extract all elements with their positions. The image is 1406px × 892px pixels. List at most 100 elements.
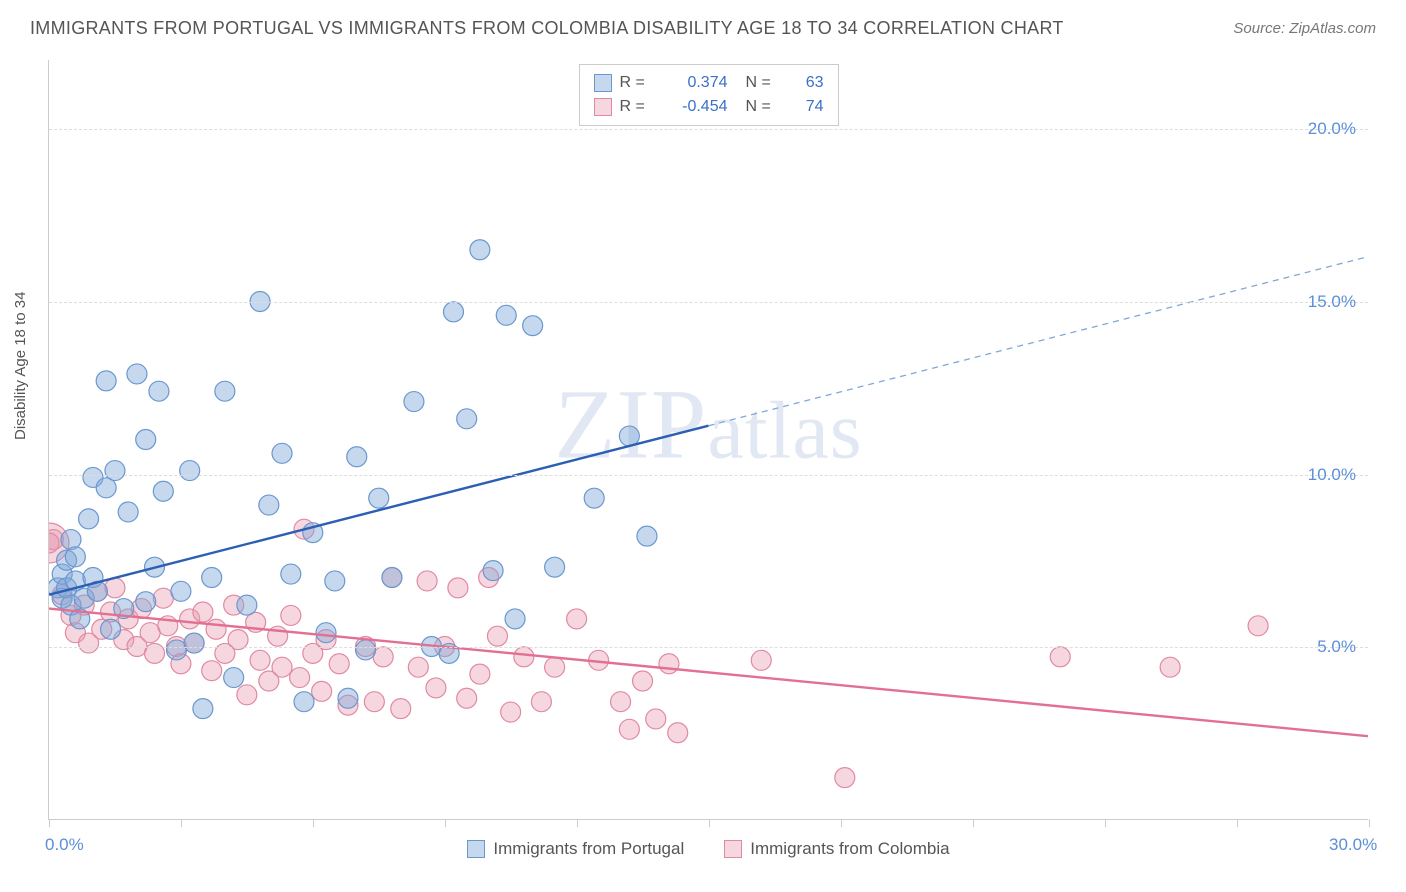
scatter-point — [611, 692, 631, 712]
scatter-point — [171, 581, 191, 601]
scatter-point — [105, 461, 125, 481]
scatter-point — [79, 509, 99, 529]
legend-series-item: Immigrants from Colombia — [724, 839, 949, 859]
x-tick — [181, 819, 182, 827]
scatter-point — [523, 316, 543, 336]
scatter-point — [167, 640, 187, 660]
scatter-point — [382, 568, 402, 588]
scatter-point — [153, 481, 173, 501]
scatter-point — [470, 664, 490, 684]
scatter-point — [127, 364, 147, 384]
scatter-point — [457, 409, 477, 429]
scatter-point — [65, 547, 85, 567]
scatter-point — [329, 654, 349, 674]
scatter-point — [259, 495, 279, 515]
scatter-point — [408, 657, 428, 677]
scatter-point — [1050, 647, 1070, 667]
legend-series-label: Immigrants from Portugal — [493, 839, 684, 859]
scatter-point — [369, 488, 389, 508]
chart-area: R =0.374N =63R =-0.454N =74 ZIPatlas Imm… — [48, 60, 1368, 820]
scatter-point — [193, 699, 213, 719]
legend-correlation-row: R = 0.374 N = 63 — [594, 71, 824, 95]
y-tick-label: 10.0% — [1308, 465, 1356, 485]
legend-correlation-row: R =-0.454N =74 — [594, 95, 824, 119]
scatter-point — [457, 688, 477, 708]
scatter-point — [316, 623, 336, 643]
scatter-point — [514, 647, 534, 667]
scatter-point — [325, 571, 345, 591]
legend-swatch — [724, 840, 742, 858]
y-tick-label: 5.0% — [1317, 637, 1356, 657]
scatter-point — [444, 302, 464, 322]
scatter-point — [501, 702, 521, 722]
gridline — [49, 302, 1368, 303]
n-label: N = — [746, 95, 776, 119]
scatter-point — [404, 392, 424, 412]
trendline — [49, 426, 709, 595]
trendline — [709, 257, 1369, 426]
legend-swatch — [594, 98, 612, 116]
scatter-point — [202, 661, 222, 681]
scatter-point — [215, 381, 235, 401]
x-tick — [841, 819, 842, 827]
scatter-point — [417, 571, 437, 591]
scatter-point — [237, 595, 257, 615]
scatter-point — [202, 568, 222, 588]
scatter-point — [281, 564, 301, 584]
legend-swatch — [467, 840, 485, 858]
scatter-point — [312, 681, 332, 701]
r-label: R = — [620, 71, 650, 95]
legend-series-item: Immigrants from Portugal — [467, 839, 684, 859]
scatter-point — [281, 605, 301, 625]
scatter-point — [96, 371, 116, 391]
scatter-point — [136, 592, 156, 612]
scatter-point — [356, 640, 376, 660]
x-tick — [1237, 819, 1238, 827]
scatter-point — [1160, 657, 1180, 677]
scatter-point — [487, 626, 507, 646]
scatter-point — [483, 561, 503, 581]
n-value: 63 — [784, 71, 824, 95]
scatter-point — [294, 692, 314, 712]
scatter-point — [153, 588, 173, 608]
n-label: N = — [746, 71, 776, 95]
y-tick-label: 20.0% — [1308, 119, 1356, 139]
scatter-point — [101, 619, 121, 639]
scatter-point — [272, 657, 292, 677]
scatter-point — [149, 381, 169, 401]
legend-correlation: R = 0.374 N = 63R = -0.454 N = 74 — [579, 64, 839, 126]
scatter-point — [637, 526, 657, 546]
x-tick — [1105, 819, 1106, 827]
scatter-point — [659, 654, 679, 674]
scatter-point — [426, 678, 446, 698]
scatter-point — [206, 619, 226, 639]
x-tick — [313, 819, 314, 827]
chart-title: IMMIGRANTS FROM PORTUGAL VS IMMIGRANTS F… — [30, 18, 1064, 39]
x-tick — [445, 819, 446, 827]
r-value: 0.374 — [658, 71, 728, 95]
scatter-plot — [49, 60, 1368, 819]
source-prefix: Source: — [1233, 20, 1289, 37]
scatter-point — [545, 657, 565, 677]
scatter-point — [835, 768, 855, 788]
x-tick — [577, 819, 578, 827]
scatter-point — [391, 699, 411, 719]
scatter-point — [364, 692, 384, 712]
r-value: -0.454 — [658, 95, 728, 119]
scatter-point — [567, 609, 587, 629]
legend-swatch — [594, 74, 612, 92]
scatter-point — [250, 650, 270, 670]
gridline — [49, 647, 1368, 648]
x-tick — [709, 819, 710, 827]
gridline — [49, 129, 1368, 130]
scatter-point — [193, 602, 213, 622]
legend-series: Immigrants from Portugal Immigrants from … — [49, 839, 1368, 859]
scatter-point — [448, 578, 468, 598]
scatter-point — [584, 488, 604, 508]
n-value: 74 — [784, 95, 824, 119]
x-tick-label: 0.0% — [45, 835, 84, 855]
scatter-point — [505, 609, 525, 629]
scatter-point — [180, 461, 200, 481]
x-tick — [1369, 819, 1370, 827]
scatter-point — [347, 447, 367, 467]
